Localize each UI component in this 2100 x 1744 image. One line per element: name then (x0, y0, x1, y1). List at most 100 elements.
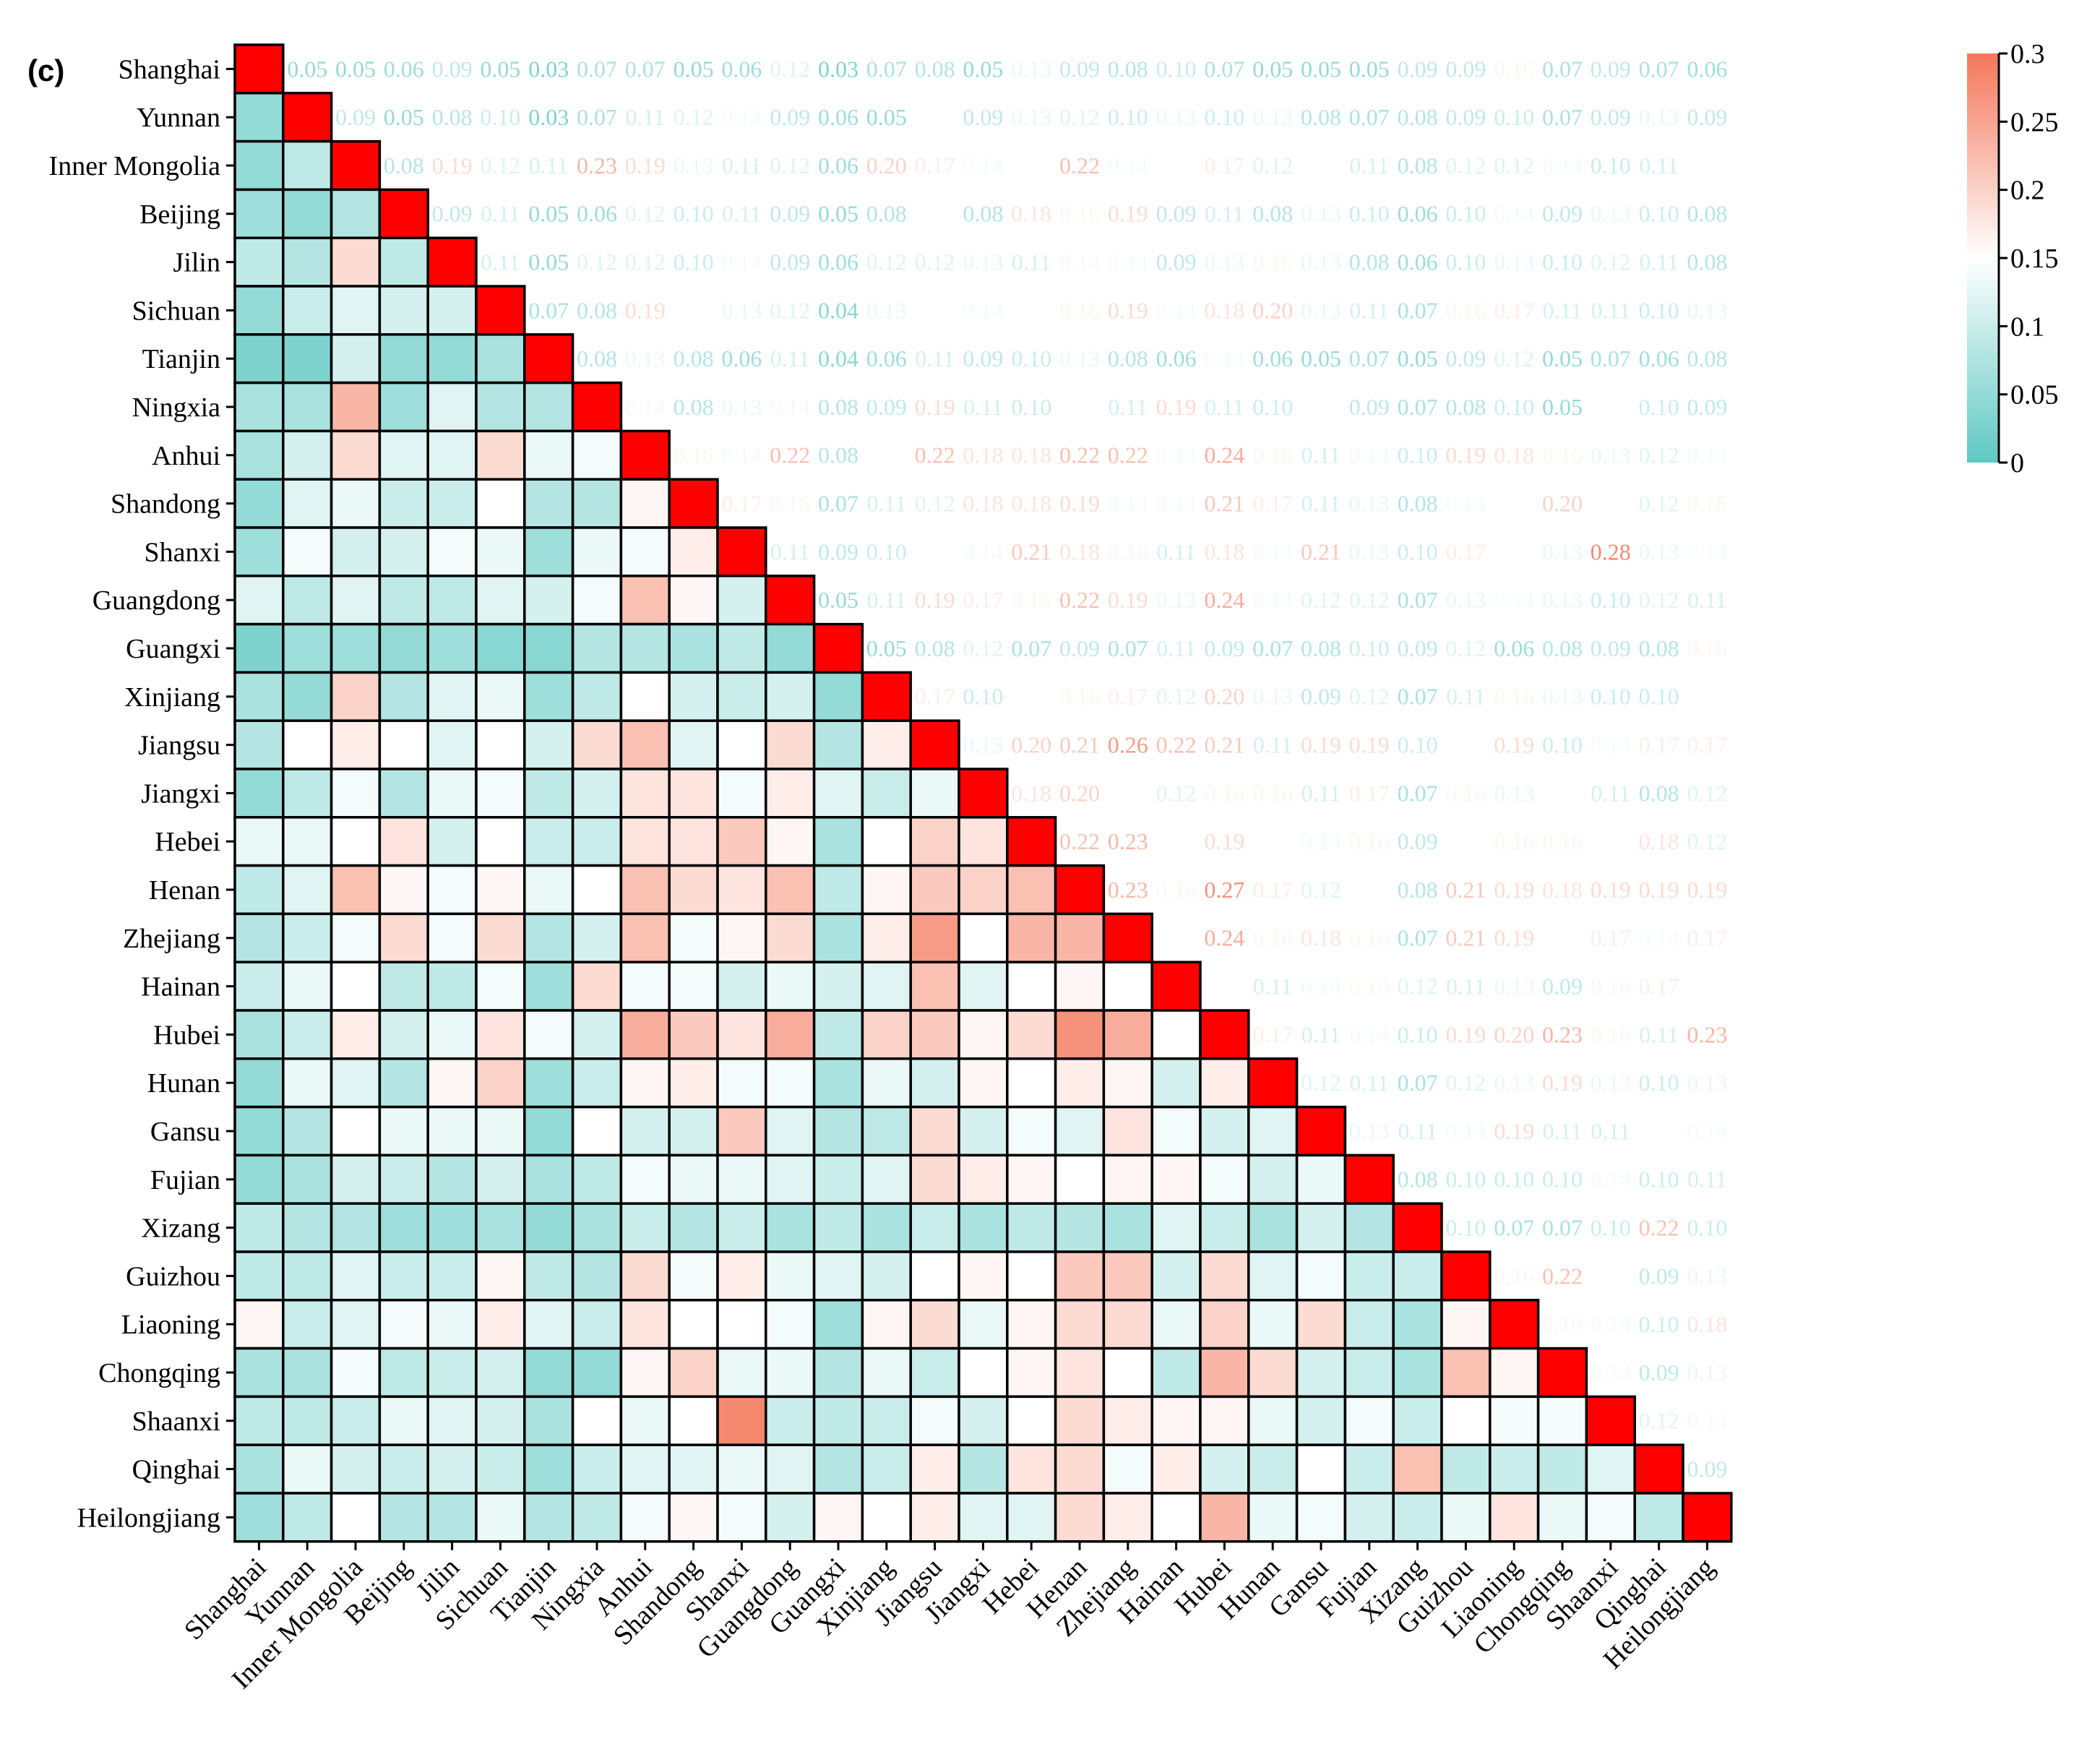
heatmap-cell (1150, 1250, 1202, 1302)
heatmap-cell (475, 575, 526, 626)
heatmap-cell (330, 719, 382, 770)
value-label: 0.03 (818, 56, 858, 82)
value-label: 0.08 (818, 394, 858, 420)
value-label: 0.11 (722, 153, 762, 179)
heatmap-cell (668, 912, 719, 963)
heatmap-cell (378, 1346, 429, 1399)
heatmap-cell (1054, 1057, 1106, 1109)
value-label: 0.16 (1059, 297, 1100, 323)
heatmap-cell (378, 1057, 429, 1109)
heatmap-cell (765, 1346, 816, 1399)
diagonal-cell-xizang (1392, 1202, 1443, 1253)
value-label: 0.17 (1591, 925, 1631, 951)
heatmap-cell (378, 816, 429, 867)
value-label: 0.14 (1059, 249, 1100, 275)
value-label: 0.06 (818, 104, 858, 130)
heatmap-cell (475, 1009, 526, 1060)
heatmap-cell (233, 1346, 285, 1399)
heatmap-cell (475, 622, 526, 674)
heatmap-cell (1247, 1443, 1299, 1495)
heatmap-cell (765, 1250, 816, 1302)
heatmap-cell (475, 1154, 526, 1205)
heatmap-cell (282, 575, 333, 626)
value-label: 0.20 (866, 153, 907, 179)
heatmap-cell (1006, 1057, 1057, 1109)
heatmap-cell (475, 816, 526, 867)
heatmap-cell (282, 1443, 333, 1495)
value-label: 0.11 (866, 490, 906, 516)
value-label: 0.09 (1542, 201, 1583, 227)
value-label: 0.13 (1687, 297, 1727, 323)
value-label: 0.13 (1156, 587, 1197, 613)
heatmap-cell (233, 478, 285, 529)
heatmap-cell (1054, 1154, 1106, 1205)
heatmap-cell (1489, 1443, 1540, 1495)
heatmap-cell (1054, 1009, 1106, 1060)
heatmap-cell (426, 429, 478, 481)
value-label: 0.09 (866, 394, 907, 420)
heatmap-cell (282, 478, 333, 529)
heatmap-cell (765, 864, 816, 916)
heatmap-cell (812, 1395, 864, 1446)
y-label-tianjin: Tianjin (142, 344, 220, 374)
heatmap-cell (282, 816, 333, 867)
heatmap-cell (1006, 1250, 1057, 1302)
heatmap-cell (716, 1395, 767, 1446)
value-label: 0.23 (1108, 828, 1148, 854)
heatmap-cell (1054, 912, 1106, 963)
value-label: 0.19 (1059, 490, 1100, 516)
heatmap-cell (282, 1395, 333, 1446)
heatmap-cell (1295, 1250, 1347, 1302)
heatmap-cell (668, 1250, 719, 1302)
value-label: 0.05 (528, 201, 569, 227)
value-label: 0.11 (1301, 1021, 1341, 1047)
diagonal-cell-ningxia (571, 381, 623, 433)
value-label: 0.10 (866, 538, 907, 564)
heatmap-cell (1295, 1299, 1347, 1350)
value-label: 0.15 (1011, 297, 1051, 323)
heatmap-cell (233, 575, 285, 626)
value-label: 0.10 (1011, 394, 1051, 420)
heatmap-cell (426, 912, 478, 963)
heatmap-cell (282, 1250, 333, 1302)
value-label: 0.19 (1349, 731, 1390, 757)
heatmap-cell (1295, 1443, 1347, 1495)
heatmap-cell (812, 671, 864, 722)
value-label: 0.21 (1445, 925, 1486, 951)
value-label: 0.17 (1252, 877, 1293, 903)
value-label: 0.09 (1059, 56, 1100, 82)
diagonal-cell-jiangxi (958, 768, 1009, 819)
heatmap-cell (1295, 1202, 1347, 1253)
value-label: 0.05 (335, 56, 376, 82)
y-label-chongqing: Chongqing (98, 1358, 220, 1388)
value-label: 0.14 (1349, 442, 1390, 468)
heatmap-cell (330, 768, 382, 819)
heatmap-cell (523, 1299, 575, 1350)
value-label: 0.05 (963, 56, 1003, 82)
heatmap-cell (523, 864, 575, 916)
heatmap-cell (426, 526, 478, 577)
heatmap-cell (1054, 1492, 1106, 1543)
value-label: 0.19 (432, 153, 473, 179)
value-label: 0.09 (1445, 345, 1486, 371)
value-label: 0.06 (1639, 345, 1679, 371)
value-label: 0.12 (1639, 490, 1679, 516)
value-label: 0.18 (1011, 442, 1051, 468)
heatmap-cell (1199, 1492, 1250, 1543)
heatmap-cell (958, 1202, 1009, 1253)
value-label: 0.09 (770, 104, 810, 130)
value-label: 0.11 (1591, 780, 1630, 806)
value-label: 0.08 (1687, 345, 1727, 371)
heatmap-cell (619, 1009, 671, 1060)
value-label: 0.07 (866, 56, 907, 82)
heatmap-cell (1102, 1443, 1153, 1495)
value-label: 0.07 (1108, 635, 1148, 661)
heatmap-cell (1247, 1395, 1299, 1446)
heatmap-cell (523, 478, 575, 529)
heatmap-cell (765, 1154, 816, 1205)
heatmap-cell (233, 139, 285, 192)
value-label: 0.19 (1542, 1070, 1583, 1096)
value-label: 0.10 (1687, 1214, 1727, 1240)
value-label: 0.21 (1301, 538, 1341, 564)
